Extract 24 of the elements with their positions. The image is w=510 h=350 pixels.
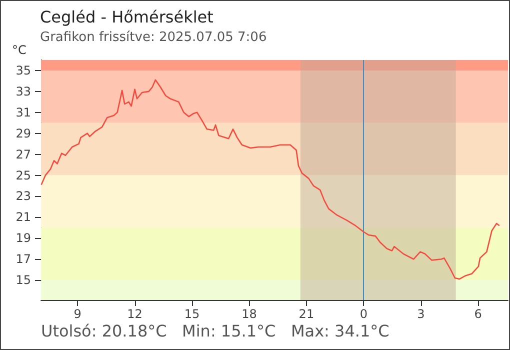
x-tick-label: 21 [298, 307, 314, 321]
chart-title: Cegléd - Hőmérséklet [40, 8, 214, 26]
y-tick-label: 23 [16, 189, 31, 204]
y-axis-title: °C [12, 43, 26, 57]
x-tick-label: 0 [360, 307, 368, 321]
y-tick-label: 15 [16, 273, 31, 288]
line-series [40, 79, 500, 280]
y-tick-label: 17 [16, 252, 31, 266]
x-tick-label: 12 [127, 307, 142, 321]
y-tick-label: 35 [16, 63, 31, 78]
y-tick-label: 31 [16, 105, 31, 120]
y-tick-label: 33 [16, 84, 31, 98]
chart-subtitle: Grafikon frissítve: 2025.07.05 7:06 [40, 30, 267, 45]
x-tick-label: 18 [242, 307, 257, 321]
x-tick-label: 6 [474, 307, 482, 321]
x-tick-label: 15 [184, 307, 200, 321]
y-tick-label: 25 [16, 168, 31, 182]
y-tick-label: 29 [16, 126, 31, 140]
y-tick-label: 27 [16, 147, 31, 162]
y-tick-label: 21 [16, 210, 31, 224]
x-tick-label: 3 [417, 307, 425, 321]
y-tick-label: 19 [16, 231, 31, 246]
text: Utolsó: 20.18°C Min: 15.1°C Max: 34.1°C [41, 322, 390, 340]
x-tick-label: 9 [74, 307, 82, 321]
